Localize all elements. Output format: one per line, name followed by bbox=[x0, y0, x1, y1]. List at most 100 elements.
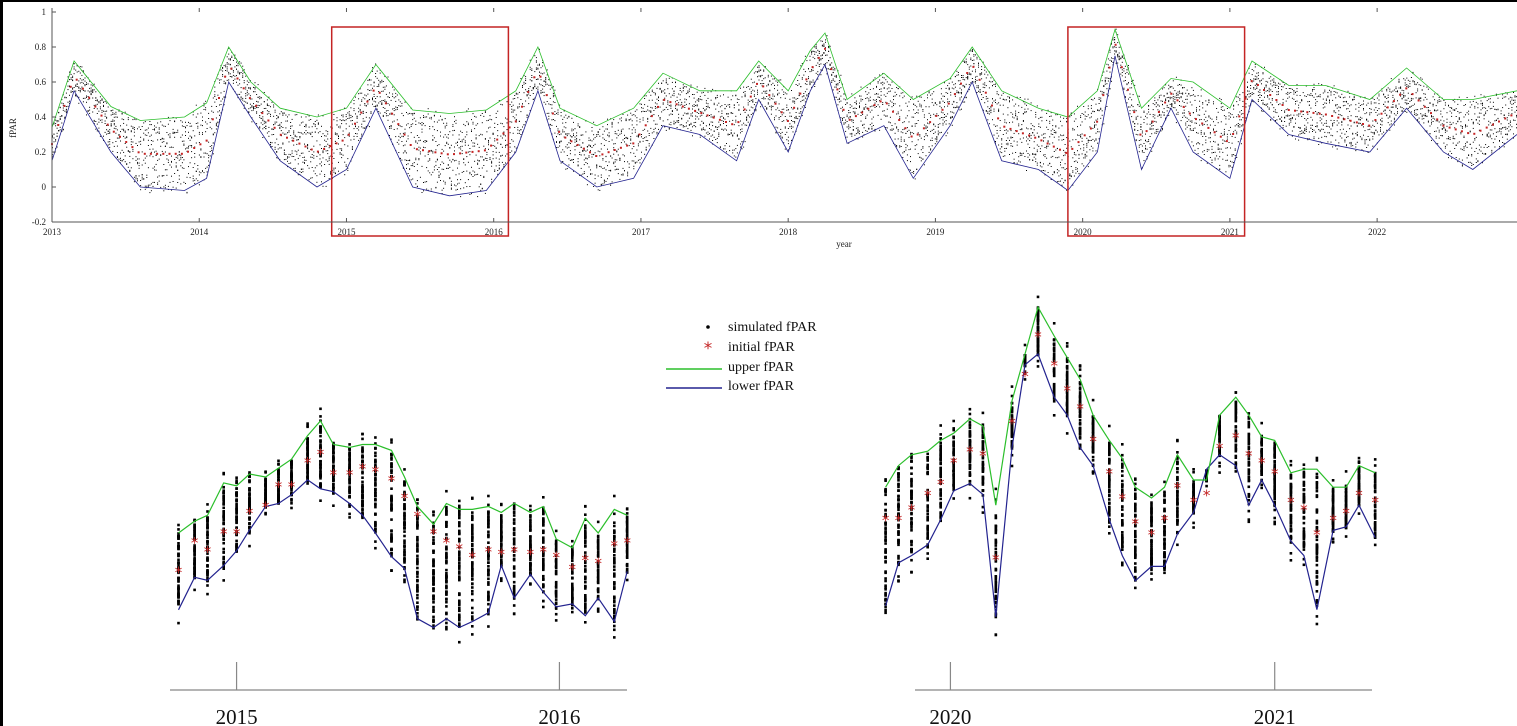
simulated-point bbox=[123, 122, 125, 124]
simulated-point bbox=[934, 131, 936, 133]
simulated-point bbox=[925, 134, 927, 136]
simulated-point bbox=[109, 129, 111, 131]
simulated-point bbox=[300, 116, 302, 118]
simulated-point bbox=[282, 132, 284, 134]
simulated-point bbox=[719, 124, 721, 126]
simulated-point bbox=[1058, 156, 1060, 158]
simulated-point bbox=[766, 92, 768, 94]
simulated-point bbox=[942, 95, 944, 97]
simulated-point bbox=[356, 116, 358, 118]
simulated-point bbox=[486, 154, 488, 156]
simulated-point bbox=[351, 146, 353, 148]
simulated-point bbox=[531, 89, 533, 91]
simulated-point bbox=[740, 129, 741, 131]
simulated-point bbox=[93, 108, 95, 109]
simulated-point bbox=[438, 177, 440, 178]
simulated-point bbox=[495, 151, 497, 153]
simulated-point bbox=[407, 163, 409, 165]
simulated-point bbox=[95, 100, 97, 101]
simulated-point bbox=[120, 159, 121, 161]
simulated-point bbox=[851, 105, 853, 107]
simulated-point bbox=[373, 82, 375, 84]
simulated-point bbox=[443, 136, 445, 138]
simulated-point bbox=[1058, 180, 1060, 182]
simulated-point bbox=[897, 129, 899, 131]
simulated-point bbox=[832, 66, 834, 68]
simulated-point bbox=[872, 79, 874, 81]
simulated-point bbox=[585, 157, 587, 159]
simulated-point bbox=[472, 123, 474, 125]
simulated-point bbox=[1095, 132, 1097, 134]
simulated-point bbox=[761, 83, 763, 85]
simulated-point bbox=[662, 102, 664, 104]
simulated-point bbox=[957, 92, 959, 94]
simulated-point bbox=[692, 126, 693, 128]
simulated-point bbox=[64, 97, 66, 99]
simulated-point bbox=[336, 120, 338, 122]
simulated-point bbox=[345, 165, 347, 167]
simulated-point bbox=[760, 83, 762, 85]
simulated-point bbox=[797, 80, 799, 81]
simulated-point bbox=[226, 62, 228, 64]
simulated-point bbox=[914, 113, 916, 114]
simulated-point bbox=[283, 133, 285, 135]
simulated-point bbox=[137, 158, 138, 160]
simulated-point bbox=[96, 103, 98, 105]
simulated-point bbox=[158, 131, 160, 133]
simulated-point bbox=[419, 176, 421, 178]
simulated-point bbox=[540, 72, 542, 74]
simulated-point bbox=[784, 134, 786, 135]
simulated-point bbox=[1070, 176, 1072, 178]
simulated-point bbox=[988, 108, 990, 110]
simulated-point bbox=[951, 116, 953, 117]
simulated-point bbox=[809, 83, 811, 85]
simulated-point bbox=[265, 128, 267, 130]
simulated-point bbox=[1094, 121, 1095, 123]
simulated-point bbox=[620, 174, 622, 176]
simulated-point bbox=[365, 112, 367, 113]
simulated-point bbox=[124, 155, 126, 157]
simulated-point bbox=[811, 70, 813, 72]
simulated-point bbox=[498, 164, 500, 166]
simulated-point bbox=[121, 112, 123, 114]
simulated-point bbox=[330, 171, 332, 173]
simulated-point bbox=[375, 98, 377, 99]
simulated-point bbox=[667, 100, 669, 102]
simulated-point bbox=[576, 141, 578, 142]
simulated-point bbox=[880, 98, 882, 100]
simulated-point bbox=[243, 72, 245, 74]
simulated-point bbox=[336, 117, 338, 119]
simulated-point bbox=[910, 98, 911, 100]
simulated-point bbox=[308, 179, 310, 181]
simulated-point bbox=[896, 145, 898, 146]
simulated-point bbox=[1152, 109, 1154, 111]
simulated-point bbox=[611, 126, 613, 128]
simulated-point bbox=[399, 137, 401, 139]
simulated-point bbox=[857, 113, 859, 115]
simulated-point bbox=[1036, 151, 1038, 153]
simulated-point bbox=[123, 128, 125, 130]
simulated-point bbox=[61, 102, 63, 104]
simulated-point bbox=[838, 101, 840, 103]
simulated-point bbox=[784, 148, 786, 150]
simulated-point bbox=[1087, 105, 1089, 107]
simulated-point bbox=[157, 159, 159, 161]
simulated-point bbox=[130, 125, 132, 127]
simulated-point bbox=[763, 70, 765, 72]
simulated-point bbox=[475, 154, 477, 156]
simulated-point bbox=[310, 156, 312, 158]
simulated-point bbox=[920, 137, 922, 139]
simulated-point bbox=[1137, 134, 1139, 136]
simulated-point bbox=[259, 116, 261, 118]
simulated-point bbox=[118, 110, 120, 112]
simulated-point bbox=[1123, 80, 1125, 82]
simulated-point bbox=[171, 166, 172, 168]
simulated-point bbox=[319, 154, 321, 156]
simulated-point bbox=[848, 126, 850, 128]
simulated-point bbox=[1141, 135, 1143, 137]
simulated-point bbox=[724, 104, 726, 105]
simulated-point bbox=[1107, 77, 1109, 79]
simulated-point bbox=[1061, 159, 1063, 161]
simulated-point bbox=[208, 164, 210, 166]
simulated-point bbox=[842, 117, 843, 119]
